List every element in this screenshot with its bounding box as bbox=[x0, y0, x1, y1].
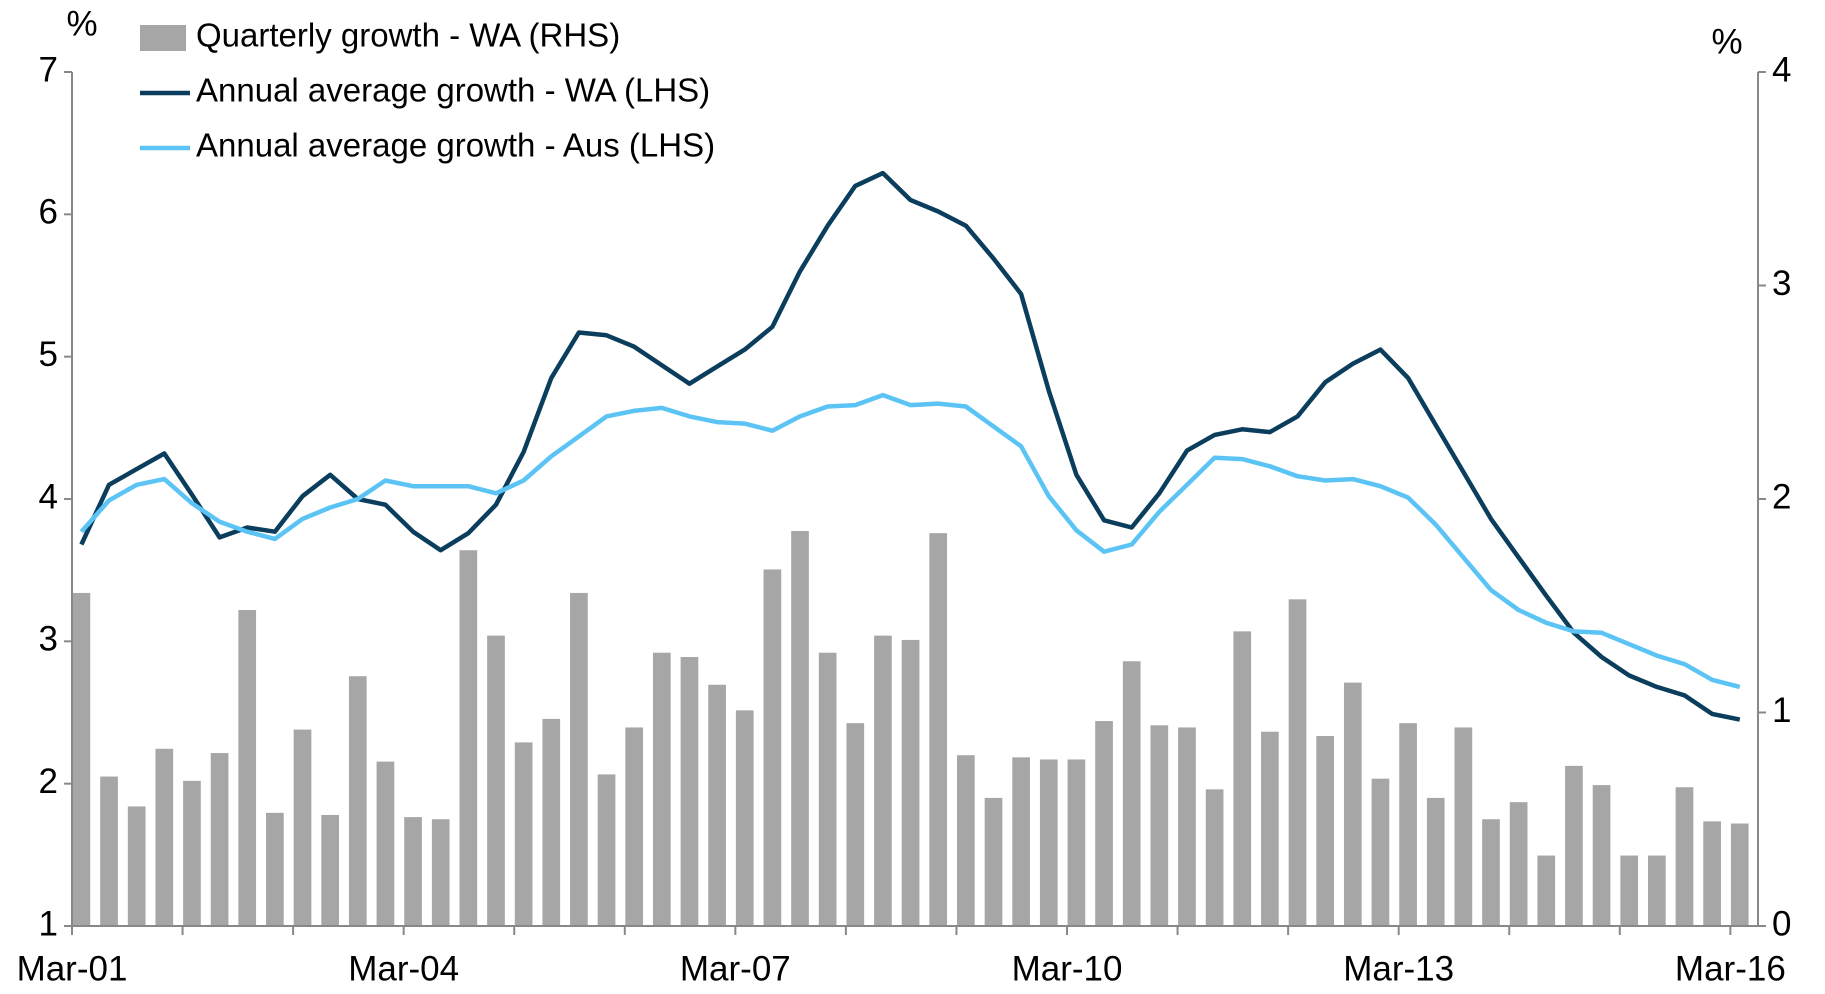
bar bbox=[404, 817, 422, 926]
bar bbox=[376, 761, 395, 926]
bar bbox=[708, 684, 726, 926]
bar bbox=[1482, 819, 1500, 926]
legend-label: Annual average growth - Aus (LHS) bbox=[196, 127, 715, 164]
bar bbox=[901, 639, 920, 926]
bar bbox=[238, 610, 257, 926]
y-tick-label: 4 bbox=[39, 477, 58, 516]
y-tick-label: 1 bbox=[39, 904, 58, 943]
bar bbox=[1509, 802, 1528, 926]
bar bbox=[1178, 727, 1196, 926]
bar bbox=[1592, 785, 1611, 926]
y-tick-label: 3 bbox=[39, 620, 58, 659]
x-tick-label: Mar-16 bbox=[1675, 949, 1786, 988]
bar bbox=[266, 812, 284, 926]
legend-swatch bbox=[140, 25, 186, 51]
x-tick-label: Mar-10 bbox=[1012, 949, 1123, 988]
bar bbox=[1261, 731, 1279, 926]
bar bbox=[1288, 599, 1307, 926]
x-tick-label: Mar-01 bbox=[17, 949, 128, 988]
bar bbox=[1620, 855, 1639, 926]
bar bbox=[348, 676, 367, 926]
bar bbox=[846, 723, 865, 926]
line bbox=[79, 392, 1741, 690]
y2-tick-label: 3 bbox=[1772, 264, 1791, 303]
bar bbox=[155, 748, 174, 926]
bar bbox=[818, 652, 837, 926]
line bbox=[79, 170, 1741, 722]
bar bbox=[1703, 821, 1721, 926]
bar bbox=[929, 533, 948, 926]
bar bbox=[1012, 757, 1030, 926]
bar bbox=[763, 569, 782, 926]
bar bbox=[984, 797, 1003, 926]
bar bbox=[100, 776, 118, 926]
legend-label: Annual average growth - WA (LHS) bbox=[196, 72, 710, 109]
bar bbox=[1371, 778, 1390, 926]
x-tick-label: Mar-07 bbox=[680, 949, 791, 988]
bar bbox=[321, 814, 339, 926]
bar bbox=[625, 727, 644, 926]
bar bbox=[127, 806, 146, 926]
bar bbox=[431, 819, 450, 926]
bar bbox=[542, 718, 561, 926]
y-tick-label: 5 bbox=[39, 335, 58, 374]
bar bbox=[735, 710, 754, 926]
bar bbox=[1426, 797, 1445, 926]
bar bbox=[210, 753, 229, 926]
bar bbox=[1122, 661, 1141, 926]
legend-label: Quarterly growth - WA (RHS) bbox=[196, 17, 620, 54]
bar bbox=[487, 635, 505, 926]
bar bbox=[1205, 789, 1224, 926]
y2-axis-label: % bbox=[1711, 22, 1742, 61]
bar bbox=[459, 550, 478, 926]
bar bbox=[1399, 723, 1417, 926]
x-tick-label: Mar-04 bbox=[348, 949, 459, 988]
bar bbox=[570, 592, 588, 926]
y2-tick-label: 1 bbox=[1772, 691, 1791, 730]
bar bbox=[1233, 631, 1252, 926]
bar bbox=[874, 635, 892, 926]
bar bbox=[680, 656, 699, 926]
bar bbox=[1039, 759, 1058, 926]
bar bbox=[1316, 735, 1335, 926]
bar bbox=[957, 755, 975, 926]
bar bbox=[1067, 759, 1086, 926]
x-tick-label: Mar-13 bbox=[1343, 949, 1454, 988]
bar bbox=[1675, 787, 1694, 926]
bar bbox=[1343, 682, 1362, 926]
y-tick-label: 7 bbox=[39, 50, 58, 89]
bar bbox=[1647, 855, 1666, 926]
bar bbox=[1565, 765, 1583, 926]
bar bbox=[1537, 855, 1556, 926]
bar bbox=[293, 729, 312, 926]
bar bbox=[183, 780, 201, 926]
y2-tick-label: 0 bbox=[1772, 904, 1791, 943]
bar bbox=[597, 774, 616, 926]
y2-tick-label: 2 bbox=[1772, 477, 1791, 516]
bar bbox=[72, 592, 91, 926]
y-tick-label: 2 bbox=[39, 762, 58, 801]
bar bbox=[514, 742, 533, 926]
y2-tick-label: 4 bbox=[1772, 50, 1791, 89]
y-tick-label: 6 bbox=[39, 193, 58, 232]
bar bbox=[1095, 721, 1113, 926]
y-axis-label: % bbox=[66, 4, 97, 43]
bar bbox=[1454, 727, 1473, 926]
bar bbox=[1730, 823, 1749, 926]
bar bbox=[1150, 725, 1169, 926]
bar bbox=[791, 531, 809, 926]
bar bbox=[652, 652, 671, 926]
